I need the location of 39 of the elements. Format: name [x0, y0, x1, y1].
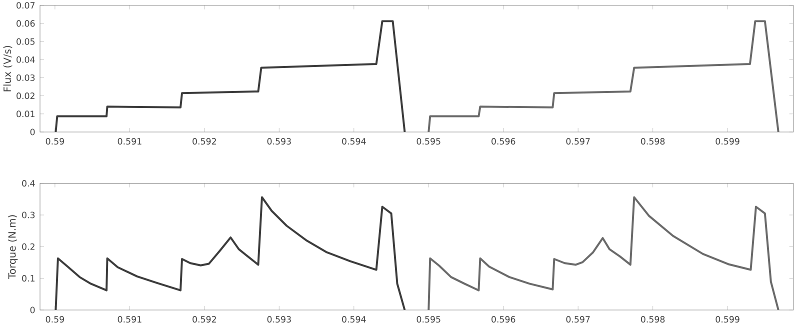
x-tick-label: 0.591	[118, 138, 142, 145]
y-tick-label: 0.06	[16, 20, 35, 27]
y-tick-label: 0	[30, 128, 35, 136]
x-tick-label: 0.598	[640, 316, 665, 323]
x-tick-label: 0.592	[192, 316, 216, 323]
x-tick-label: 0.592	[192, 138, 216, 145]
y-tick-label: 0.02	[16, 92, 34, 100]
line-series	[54, 20, 406, 132]
x-tick-label: 0.595	[416, 138, 440, 145]
x-tick-label: 0.593	[267, 316, 291, 323]
x-tick-label: 0.59	[46, 316, 64, 323]
x-tick-label: 0.599	[716, 316, 740, 323]
x-tick-label: 0.594	[342, 138, 366, 145]
x-tick-label: 0.598	[640, 138, 665, 145]
x-tick-label: 0.593	[267, 138, 291, 145]
y-tick-label: 0.3	[22, 212, 35, 218]
x-tick-label: 0.597	[566, 316, 590, 323]
line-series	[54, 196, 406, 310]
y-axis-title: Flux (V/s)	[3, 46, 12, 92]
line-series	[428, 20, 780, 132]
y-tick-label: 0	[30, 306, 35, 314]
y-tick-label: 0.07	[16, 2, 35, 9]
y-tick-label: 0.1	[22, 275, 34, 282]
x-tick-label: 0.59	[46, 138, 64, 145]
y-tick-label: 0.05	[16, 38, 35, 45]
y-tick-label: 0.04	[16, 56, 35, 63]
y-tick-label: 0.2	[22, 243, 34, 250]
y-tick-label: 0.03	[16, 74, 35, 81]
x-tick-label: 0.594	[342, 316, 366, 323]
x-tick-label: 0.596	[492, 138, 516, 145]
x-tick-label: 0.599	[716, 138, 740, 145]
line-series	[428, 196, 780, 310]
x-tick-label: 0.596	[492, 316, 516, 323]
x-tick-label: 0.591	[118, 316, 142, 323]
y-tick-label: 0.4	[22, 180, 35, 187]
y-tick-label: 0.01	[16, 110, 34, 118]
y-axis-title: Torque (N.m)	[8, 215, 18, 280]
x-tick-label: 0.595	[416, 316, 440, 323]
x-tick-label: 0.597	[566, 138, 590, 145]
